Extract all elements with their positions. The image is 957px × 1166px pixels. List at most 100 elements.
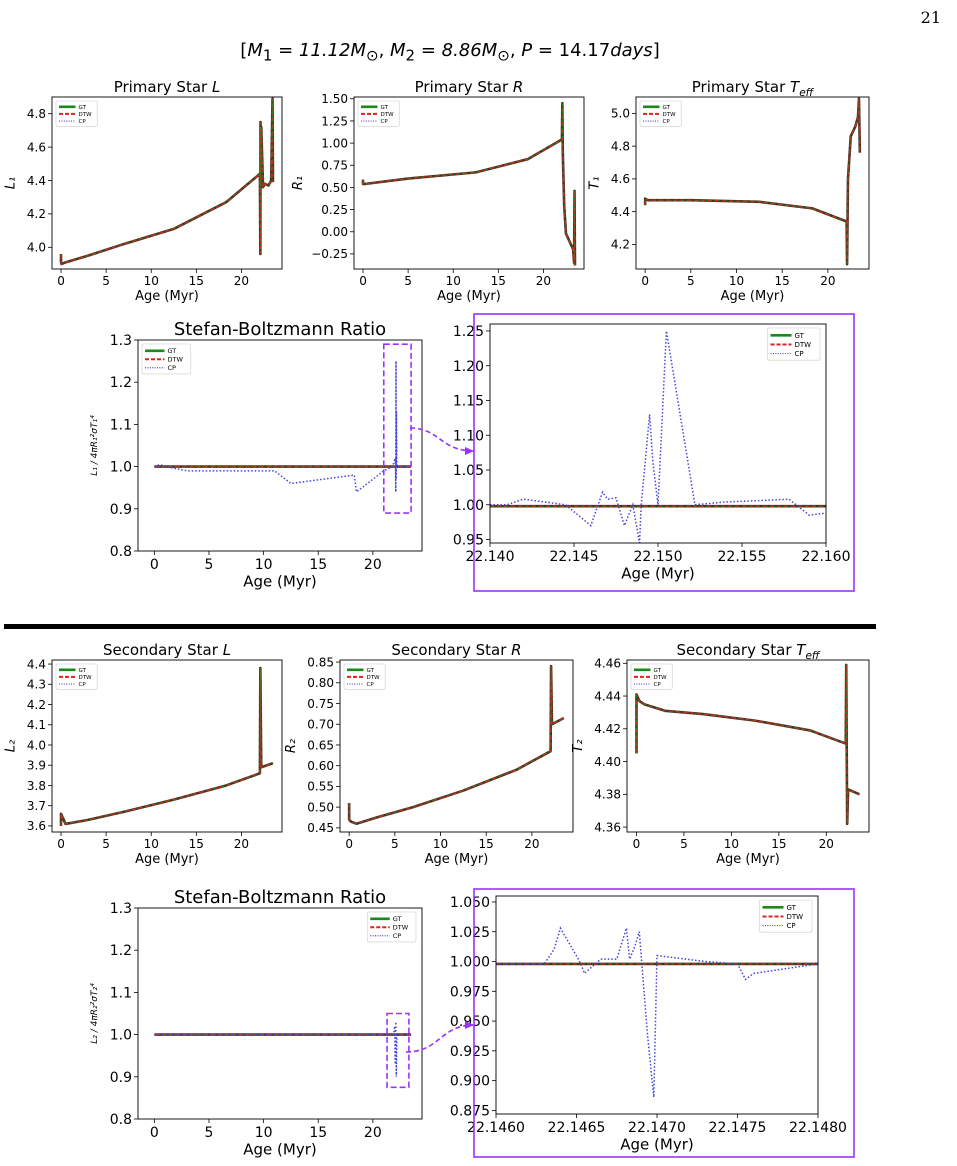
x-tick-label: 20 <box>364 1125 382 1141</box>
page-heading: [M1 = 11.12M⊙, M2 = 8.86M⊙, P = 14.17day… <box>240 40 660 65</box>
y-tick-label: 1.050 <box>450 895 490 911</box>
x-tick-label: 10 <box>144 274 159 288</box>
y-tick-label: 4.2 <box>27 207 46 221</box>
legend-label-dtw: DTW <box>381 112 395 118</box>
m1-symbol: M <box>247 40 263 61</box>
y-tick-label: 3.7 <box>27 799 46 813</box>
y-tick-label: 4.36 <box>594 820 621 834</box>
zoom-panel-frame <box>473 313 855 592</box>
x-tick-label: 0 <box>150 1125 159 1141</box>
zoom-arrowhead <box>465 447 474 455</box>
y-tick-label: 0.75 <box>321 159 348 173</box>
plot-frame <box>51 96 283 270</box>
x-tick-label: 22.1460 <box>467 1120 525 1136</box>
y-tick-label: 4.38 <box>594 788 621 802</box>
chart-title: Secondary Star Teff <box>677 641 821 662</box>
y-tick-label: 1.00 <box>321 136 348 150</box>
legend-label-cp: CP <box>654 682 662 688</box>
legend-label-dtw: DTW <box>393 924 409 932</box>
x-tick-label: 5 <box>102 274 110 288</box>
legend-label-gt: GT <box>795 332 805 340</box>
plot-frame <box>489 323 827 544</box>
y-tick-label: 0.9 <box>110 1070 132 1086</box>
series-cp <box>154 361 412 494</box>
x-tick-label: 22.1470 <box>628 1120 686 1136</box>
series-dtw <box>348 666 565 825</box>
zoom-connector <box>409 427 475 452</box>
y-tick-label: 4.42 <box>594 722 621 736</box>
legend-label-gt: GT <box>79 105 87 111</box>
y-axis-label: T₂ <box>571 739 586 752</box>
chart-s2Z: 22.1460 22.1465 22.1470 22.1475 22.1480 0.875… <box>450 895 847 1153</box>
legend-label-gt: GT <box>367 668 375 674</box>
y-tick-label: 1.50 <box>321 92 348 106</box>
x-tick-label: 22.155 <box>718 549 767 565</box>
plot-frame <box>626 659 870 833</box>
y-tick-label: 3.9 <box>27 759 46 773</box>
x-tick-label: 5 <box>687 274 695 288</box>
y-tick-label: 4.1 <box>27 718 46 732</box>
x-tick-label: 22.1465 <box>548 1120 606 1136</box>
y-tick-label: 0.8 <box>110 1112 132 1128</box>
legend-label-gt: GT <box>787 904 797 912</box>
x-tick-label: 15 <box>771 837 786 851</box>
legend-box <box>366 911 417 943</box>
x-tick-label: 10 <box>446 274 461 288</box>
x-tick-label: 5 <box>680 837 688 851</box>
zoom-panel-frame <box>473 888 855 1158</box>
plot-area <box>59 97 275 266</box>
y-tick-label: 1.25 <box>321 114 348 128</box>
legend-label-cp: CP <box>381 119 389 125</box>
zoom-region-box <box>386 1012 410 1089</box>
period-unit: days <box>610 40 653 61</box>
y-tick-label: 1.00 <box>453 498 484 514</box>
chart-s2T: Secondary Star Teff 0 5 10 15 20 4.36 4.38 4.40 4… <box>571 641 870 867</box>
x-axis-label: Age (Myr) <box>437 289 501 304</box>
x-axis-label: Age (Myr) <box>135 852 199 867</box>
y-tick-label: 5.0 <box>611 107 630 121</box>
y-tick-label: 4.8 <box>27 107 46 121</box>
x-tick-label: 15 <box>479 837 494 851</box>
x-tick-label: 20 <box>364 557 382 573</box>
y-tick-label: 4.40 <box>594 755 621 769</box>
legend-label-dtw: DTW <box>168 356 184 364</box>
chart-title: Secondary Star R <box>391 641 521 659</box>
y-tick-label: 4.46 <box>594 657 621 671</box>
y-tick-label: 1.025 <box>450 925 490 941</box>
period-symbol: P <box>521 40 533 61</box>
legend-label-cp: CP <box>367 682 375 688</box>
x-tick-label: 0 <box>641 274 649 288</box>
chart-title: Primary Star Teff <box>692 78 815 99</box>
series-cp <box>496 926 818 1098</box>
y-tick-label: 1.000 <box>450 955 490 971</box>
x-tick-label: 10 <box>724 837 739 851</box>
legend-box <box>141 343 192 375</box>
x-axis-label: Age (Myr) <box>243 572 316 590</box>
m2-subscript: 2 <box>405 46 416 65</box>
y-tick-label: −0.25 <box>311 247 348 261</box>
x-tick-label: 0 <box>150 557 159 573</box>
sun-symbol-2: ⊙ <box>497 46 510 65</box>
y-tick-label: 0.900 <box>450 1074 490 1090</box>
series-gt <box>361 101 577 266</box>
x-tick-label: 20 <box>820 274 835 288</box>
series-cp-overlap <box>636 664 860 824</box>
y-tick-label: 4.6 <box>611 172 630 186</box>
y-axis-label: L₂ / 4πR₂²σT₂⁴ <box>90 983 100 1044</box>
y-tick-label: 0.75 <box>307 697 334 711</box>
y-tick-label: 0.975 <box>450 984 490 1000</box>
zoom-region-box <box>382 343 412 514</box>
x-axis-label: Age (Myr) <box>620 1135 693 1153</box>
y-tick-label: 1.20 <box>453 359 484 375</box>
x-tick-label: 20 <box>234 274 249 288</box>
plot-area <box>154 361 412 494</box>
y-tick-label: 0.50 <box>321 181 348 195</box>
y-axis-label: T₁ <box>587 176 602 189</box>
period-value: = 14.17 <box>532 40 611 61</box>
x-tick-label: 0 <box>57 274 65 288</box>
legend-label-dtw: DTW <box>663 112 677 118</box>
legend-label-cp: CP <box>663 119 671 125</box>
series-gt <box>347 664 565 826</box>
series-cp-overlap <box>362 103 576 266</box>
x-axis-label: Age (Myr) <box>716 852 780 867</box>
